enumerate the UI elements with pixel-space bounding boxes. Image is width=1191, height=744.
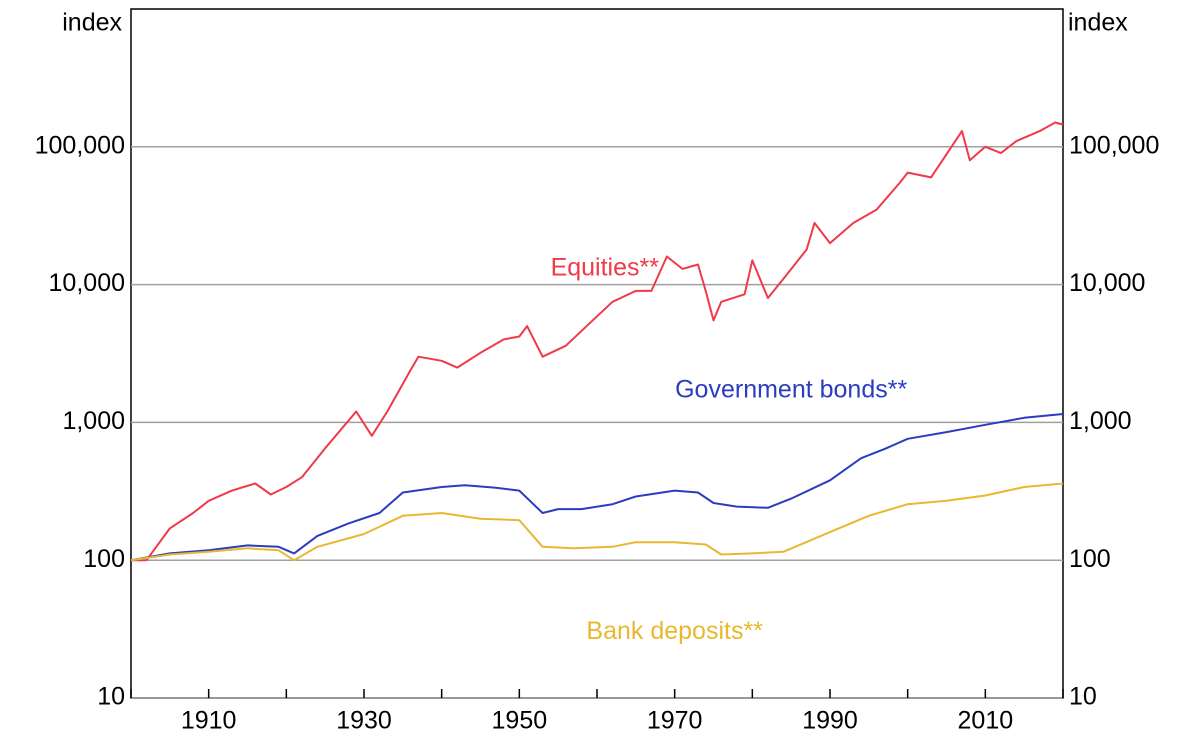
series-label: Equities** bbox=[551, 254, 660, 282]
y-axis-label: index bbox=[62, 9, 122, 37]
y-tick-label: 100 bbox=[83, 545, 125, 573]
series-label: Bank deposits** bbox=[586, 617, 763, 645]
x-tick-label: 2010 bbox=[958, 707, 1014, 735]
series-label: Government bonds** bbox=[675, 375, 907, 403]
series-line bbox=[130, 413, 1064, 562]
y2-tick-label: 1,000 bbox=[1069, 407, 1132, 435]
x-tick-label: 1990 bbox=[802, 707, 858, 735]
y2-tick-label: 100,000 bbox=[1069, 131, 1159, 159]
x-tick-label: 1930 bbox=[336, 707, 392, 735]
x-tick-label: 1970 bbox=[647, 707, 703, 735]
plot-frame bbox=[130, 8, 1064, 699]
x-tick-label: 1910 bbox=[181, 707, 237, 735]
series-line bbox=[130, 482, 1064, 562]
y2-tick-label: 100 bbox=[1069, 545, 1111, 573]
series-line bbox=[131, 121, 1064, 562]
y-tick-label: 100,000 bbox=[35, 131, 125, 159]
y-tick-label: 10,000 bbox=[49, 269, 125, 297]
y2-tick-label: 10,000 bbox=[1069, 269, 1145, 297]
y-tick-label: 10 bbox=[97, 683, 125, 711]
y2-axis-label: index bbox=[1068, 9, 1128, 37]
y2-tick-label: 10 bbox=[1069, 683, 1097, 711]
y-tick-label: 1,000 bbox=[62, 407, 125, 435]
x-tick-label: 1950 bbox=[492, 707, 548, 735]
